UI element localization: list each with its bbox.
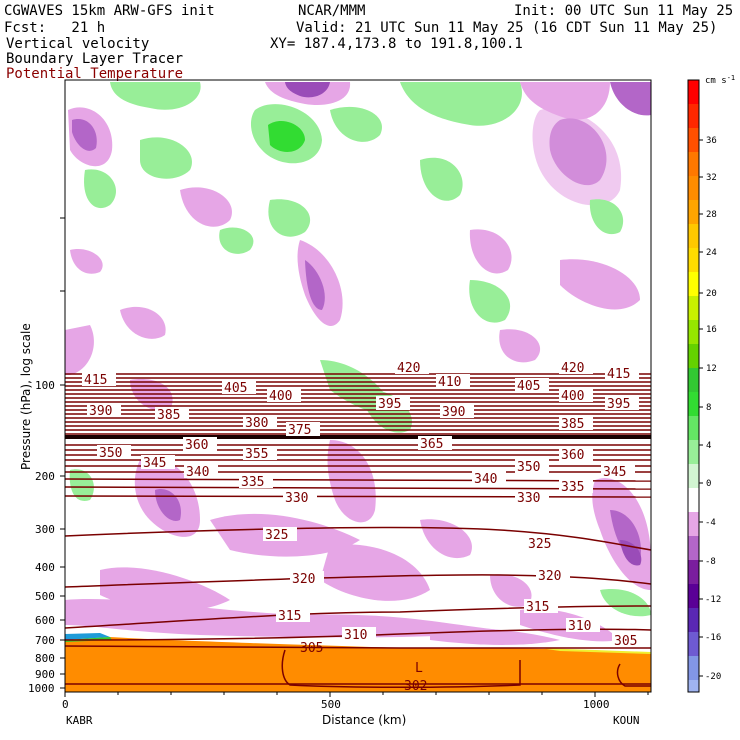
- theta-label-420: 420: [397, 361, 420, 376]
- y-tick-100: 100: [35, 379, 55, 392]
- theta-label-335: 335: [241, 475, 264, 490]
- theta-label-310: 310: [344, 628, 367, 643]
- theta-label-385b: 385: [561, 417, 584, 432]
- x-endpoint-start: KABR: [66, 714, 93, 727]
- theta-label-340b: 340: [474, 472, 497, 487]
- plot-frame: [64, 79, 652, 693]
- xy-coordinates: XY= 187.4,173.8 to 191.8,100.1: [270, 36, 523, 52]
- cb-minus20: -20: [705, 672, 721, 682]
- valid-time: Valid: 21 UTC Sun 11 May 25 (16 CDT Sun …: [296, 20, 718, 36]
- cb-32: 32: [706, 173, 717, 183]
- y-tick-500: 500: [35, 590, 55, 603]
- cb-28: 28: [706, 210, 717, 220]
- theta-label-365: 365: [420, 437, 443, 452]
- theta-label-400b: 400: [561, 389, 584, 404]
- x-axis-title: Distance (km): [322, 713, 406, 727]
- y-axis: [60, 217, 65, 689]
- theta-label-375: 375: [288, 423, 311, 438]
- theta-label-350: 350: [99, 446, 122, 461]
- cb-0: 0: [706, 479, 711, 489]
- cb-24: 24: [706, 248, 717, 258]
- x-tick-1000: 1000: [583, 698, 610, 711]
- theta-label-350b: 350: [517, 460, 540, 475]
- theta-label-360: 360: [185, 438, 208, 453]
- theta-label-345: 345: [143, 456, 166, 471]
- theta-label-385: 385: [157, 408, 180, 423]
- cb-minus4: -4: [705, 518, 716, 528]
- theta-label-330b: 330: [517, 491, 540, 506]
- y-tick-labels: 100 200 300 400 500 600 700 800 900 1000: [28, 379, 55, 695]
- x-endpoint-end: KOUN: [613, 714, 640, 727]
- theta-label-400: 400: [269, 389, 292, 404]
- forecast-hour: Fcst: 21 h: [4, 20, 106, 36]
- field-boundary-layer: Boundary Layer Tracer: [6, 51, 184, 67]
- theta-label-325b: 325: [528, 537, 551, 552]
- theta-label-355: 355: [245, 447, 268, 462]
- cb-8: 8: [706, 403, 711, 413]
- theta-label-405b: 405: [517, 379, 540, 394]
- y-tick-600: 600: [35, 614, 55, 627]
- model-title: CGWAVES 15km ARW-GFS init: [4, 3, 215, 19]
- init-time: Init: 00 UTC Sun 11 May 25: [514, 3, 734, 19]
- theta-label-320b: 320: [538, 569, 561, 584]
- theta-label-390: 390: [89, 404, 112, 419]
- theta-label-395b: 395: [607, 397, 630, 412]
- cb-12: 12: [706, 364, 717, 374]
- theta-label-415b: 415: [607, 367, 630, 382]
- cb-36: 36: [706, 136, 717, 146]
- theta-label-310b: 310: [568, 619, 591, 634]
- y-tick-300: 300: [35, 523, 55, 536]
- theta-label-340: 340: [186, 465, 209, 480]
- theta-label-302: 302: [404, 679, 427, 694]
- theta-label-330: 330: [285, 491, 308, 506]
- theta-label-420b: 420: [561, 361, 584, 376]
- y-tick-900: 900: [35, 668, 55, 681]
- theta-label-335b: 335: [561, 480, 584, 495]
- y-tick-400: 400: [35, 561, 55, 574]
- x-tick-0: 0: [62, 698, 69, 711]
- theta-label-305: 305: [300, 641, 323, 656]
- theta-label-395: 395: [378, 397, 401, 412]
- potential-temperature-contours: [65, 373, 651, 688]
- vertical-velocity-fill: [65, 82, 651, 692]
- theta-label-410: 410: [438, 375, 461, 390]
- theta-label-390b: 390: [442, 405, 465, 420]
- theta-label-325: 325: [265, 528, 288, 543]
- x-tick-500: 500: [321, 698, 341, 711]
- theta-label-315: 315: [278, 609, 301, 624]
- theta-label-305b: 305: [614, 634, 637, 649]
- cb-minus8: -8: [705, 557, 716, 567]
- y-tick-800: 800: [35, 652, 55, 665]
- y-tick-700: 700: [35, 634, 55, 647]
- field-vertical-velocity: Vertical velocity: [6, 36, 150, 52]
- cb-4: 4: [706, 441, 711, 451]
- theta-label-320: 320: [292, 572, 315, 587]
- field-potential-temperature: Potential Temperature: [6, 66, 184, 82]
- contour-labels: 415 420 420 415 410 405 405 400 400 395 …: [82, 360, 646, 694]
- colorbar-unit: cm s-1: [705, 74, 735, 86]
- y-tick-1000: 1000: [28, 682, 55, 695]
- y-tick-200: 200: [35, 470, 55, 483]
- cb-16: 16: [706, 325, 717, 335]
- theta-label-315b: 315: [526, 600, 549, 615]
- cb-minus12: -12: [705, 595, 721, 605]
- x-tick-labels: 0 500 1000 KABR KOUN: [62, 698, 640, 727]
- theta-label-415: 415: [84, 373, 107, 388]
- y-axis-title: Pressure (hPa), log scale: [19, 323, 33, 470]
- colorbar: cm s-1 36 32 28 24 20 16 12 8 4 0 -4 -8 …: [687, 74, 735, 693]
- x-axis: [64, 692, 649, 697]
- org-label: NCAR/MMM: [298, 3, 366, 19]
- boundary-layer-label: L: [415, 661, 423, 676]
- theta-label-360b: 360: [561, 448, 584, 463]
- cb-minus16: -16: [705, 633, 721, 643]
- theta-label-345b: 345: [603, 465, 626, 480]
- theta-label-380: 380: [245, 416, 268, 431]
- theta-label-405: 405: [224, 381, 247, 396]
- cb-20: 20: [706, 289, 717, 299]
